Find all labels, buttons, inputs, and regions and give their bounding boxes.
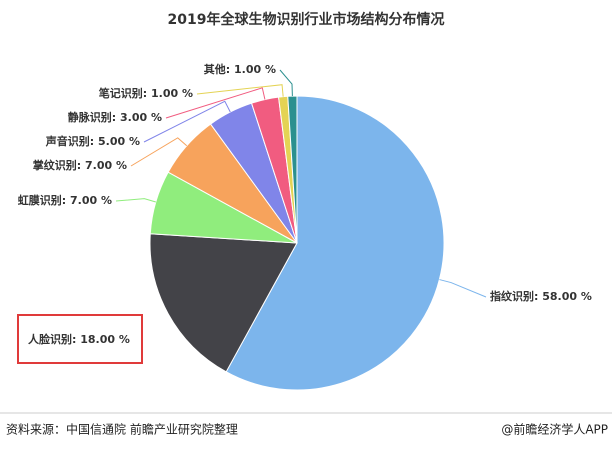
pie-slice <box>149 233 298 373</box>
credit: @前瞻经济学人APP <box>501 422 608 437</box>
data-label: 其他: 1.00 % <box>204 62 276 76</box>
source-note: 资料来源：中国信通院 前瞻产业研究院整理 <box>6 422 238 437</box>
value-label: 3.00 % <box>120 111 162 124</box>
separator: : <box>112 111 120 124</box>
pie-slice <box>225 95 445 391</box>
category-label: 其他 <box>204 62 226 76</box>
category-label: 指纹识别 <box>490 289 534 303</box>
leader-line <box>130 137 188 167</box>
separator: : <box>77 159 85 172</box>
data-label: 指纹识别: 58.00 % <box>490 289 592 303</box>
pie-slice <box>287 95 298 244</box>
separator: : <box>143 87 151 100</box>
separator: : <box>72 333 80 346</box>
data-label: 声音识别: 5.00 % <box>45 134 140 148</box>
data-label: 人脸识别: 18.00 % <box>28 332 130 346</box>
leader-line <box>196 84 284 97</box>
data-label: 笔记识别: 1.00 % <box>99 86 193 100</box>
value-label: 1.00 % <box>151 87 193 100</box>
category-label: 静脉识别 <box>68 110 112 124</box>
category-label: 虹膜识别 <box>18 193 62 207</box>
value-label: 1.00 % <box>234 63 276 76</box>
leader-line <box>439 279 487 298</box>
leader-line <box>279 69 293 97</box>
separator: : <box>534 290 542 303</box>
value-label: 18.00 % <box>80 333 130 346</box>
separator: : <box>62 194 70 207</box>
value-label: 58.00 % <box>542 290 592 303</box>
leader-line <box>115 198 156 203</box>
data-label: 掌纹识别: 7.00 % <box>33 158 127 172</box>
leader-line <box>165 87 266 119</box>
category-label: 掌纹识别 <box>33 158 77 172</box>
separator: : <box>226 63 234 76</box>
chart-title: 2019年全球生物识别行业市场结构分布情况 <box>168 11 445 28</box>
category-label: 声音识别 <box>45 134 90 148</box>
data-label: 虹膜识别: 7.00 % <box>18 193 112 207</box>
value-label: 7.00 % <box>85 159 127 172</box>
category-label: 笔记识别 <box>99 86 143 100</box>
highlight-box <box>17 314 143 364</box>
category-label: 人脸识别 <box>28 332 72 346</box>
leader-line <box>143 100 231 143</box>
value-label: 5.00 % <box>98 135 140 148</box>
separator: : <box>90 135 98 148</box>
value-label: 7.00 % <box>70 194 112 207</box>
data-label: 静脉识别: 3.00 % <box>68 110 162 124</box>
